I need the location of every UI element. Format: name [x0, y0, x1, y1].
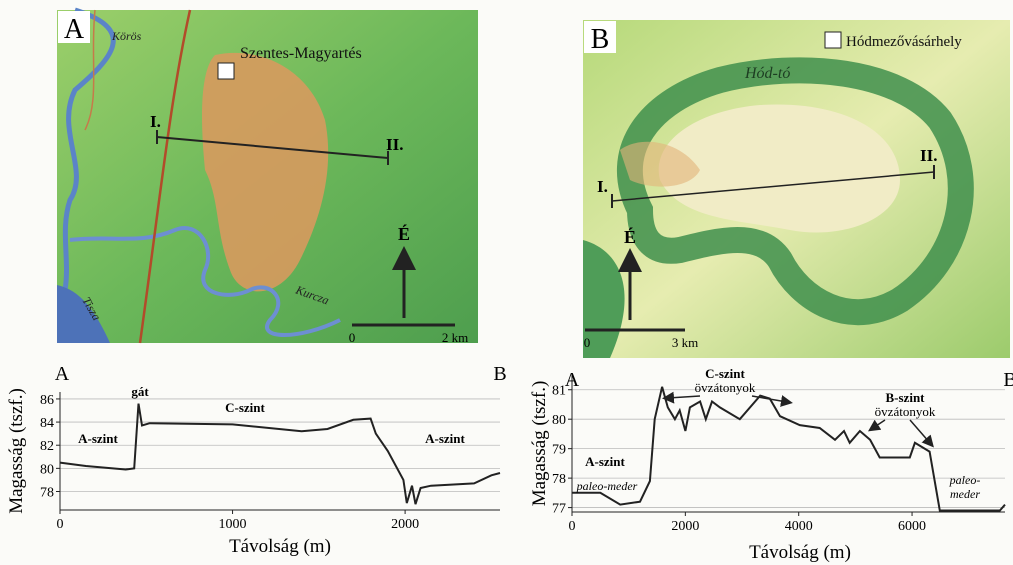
annotation: övzátonyok: [695, 380, 756, 395]
annotation: C-szint: [225, 400, 265, 415]
start-label: A: [565, 369, 580, 391]
figure-canvas: A Körös Szentes-Magyartés Tisza Kurcza I…: [0, 0, 1013, 565]
place-label: Hód-tó: [744, 65, 790, 82]
profile-label: II.: [386, 135, 403, 154]
map-a: A Körös Szentes-Magyartés Tisza Kurcza I…: [57, 10, 478, 345]
annotation: C-szint: [705, 366, 745, 381]
x-tick-label: 1000: [219, 517, 247, 532]
y-tick-label: 78: [40, 485, 54, 500]
north-label: É: [398, 223, 410, 244]
annotation-arrow: [910, 420, 930, 443]
x-tick-label: 0: [569, 519, 576, 534]
annotation-arrow: [668, 396, 700, 398]
panel-label: A: [64, 14, 85, 45]
y-tick-label: 77: [552, 502, 566, 517]
annotation-arrow: [873, 420, 885, 428]
x-tick-label: 0: [57, 517, 64, 532]
place-label: Körös: [111, 29, 142, 43]
y-axis-label: Magasság (tszf.): [6, 388, 27, 514]
end-label: B: [493, 363, 506, 385]
y-tick-label: 79: [552, 443, 566, 458]
y-axis-label: Magasság (tszf.): [529, 381, 550, 507]
y-tick-label: 80: [40, 462, 54, 477]
annotation: paleo-meder: [576, 479, 638, 493]
y-tick-label: 82: [40, 439, 54, 454]
north-label: É: [624, 226, 636, 247]
scale-label: 3 km: [672, 335, 698, 350]
scale-label: 2 km: [442, 330, 468, 345]
profile-label: I.: [597, 177, 608, 196]
annotation: övzátonyok: [875, 404, 936, 419]
annotation: A-szint: [425, 431, 465, 446]
annotation: meder: [950, 487, 980, 501]
scale-label: 0: [584, 335, 591, 350]
annotation: B-szint: [886, 390, 926, 405]
annotation: A-szint: [585, 454, 625, 469]
y-tick-label: 78: [552, 472, 566, 487]
y-tick-label: 86: [40, 393, 54, 408]
figure: A Körös Szentes-Magyartés Tisza Kurcza I…: [0, 0, 1013, 565]
profile-label: II.: [920, 146, 937, 165]
profile-line: [60, 404, 500, 505]
town-marker: [218, 63, 234, 79]
annotation: paleo-: [949, 473, 981, 487]
x-tick-label: 2000: [391, 517, 419, 532]
y-tick-label: 80: [552, 413, 566, 428]
start-label: A: [55, 363, 70, 385]
x-tick-label: 2000: [671, 519, 699, 534]
profile-label: I.: [150, 112, 161, 131]
scale-label: 0: [349, 330, 356, 345]
x-tick-label: 4000: [785, 519, 813, 534]
annotation: A-szint: [78, 431, 118, 446]
place-label: Szentes-Magyartés: [240, 45, 362, 62]
x-axis-label: Távolság (m): [229, 536, 331, 557]
x-axis-label: Távolság (m): [749, 542, 851, 563]
town-marker: [825, 32, 841, 48]
panel-label: B: [591, 24, 610, 55]
x-tick-label: 6000: [898, 519, 926, 534]
end-label: B: [1003, 369, 1013, 391]
annotation: gát: [131, 384, 149, 399]
place-label: Hódmezővásárhely: [846, 34, 962, 50]
chart: 78 80 82 84 86 0 1000 2000 Magasság (tszf.) Távol…: [6, 363, 507, 557]
map-b: B Hódmezővásárhely Hód-tó I. II. É 0 3 k…: [583, 20, 1010, 358]
y-tick-label: 84: [40, 416, 54, 431]
